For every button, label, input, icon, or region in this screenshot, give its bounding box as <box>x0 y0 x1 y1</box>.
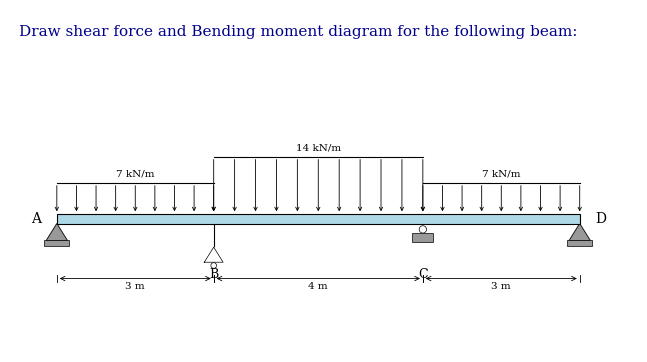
Bar <box>413 233 433 242</box>
Polygon shape <box>569 224 590 240</box>
Circle shape <box>211 263 217 268</box>
Bar <box>44 240 69 245</box>
Text: D: D <box>595 212 606 226</box>
Polygon shape <box>47 224 67 240</box>
Bar <box>57 214 580 224</box>
Text: 3 m: 3 m <box>126 282 145 291</box>
Text: C: C <box>418 268 428 281</box>
Polygon shape <box>204 247 223 262</box>
Text: 14 kN/m: 14 kN/m <box>296 143 341 152</box>
Text: 3 m: 3 m <box>492 282 511 291</box>
Text: B: B <box>209 268 218 281</box>
Text: A: A <box>31 212 41 226</box>
Text: 4 m: 4 m <box>309 282 328 291</box>
Circle shape <box>419 226 426 233</box>
Bar <box>567 240 592 245</box>
Text: 7 kN/m: 7 kN/m <box>116 170 155 179</box>
Text: 7 kN/m: 7 kN/m <box>482 170 521 179</box>
Text: Draw shear force and Bending moment diagram for the following beam:: Draw shear force and Bending moment diag… <box>19 25 578 39</box>
